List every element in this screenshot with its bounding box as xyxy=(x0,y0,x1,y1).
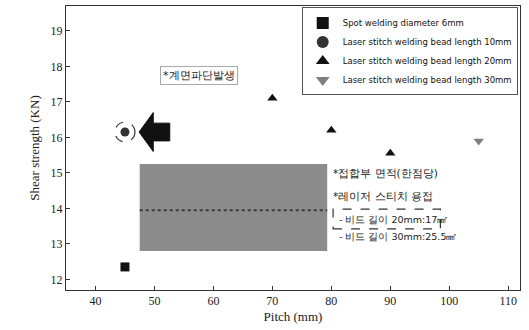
svg-text:Laser stitch welding bead leng: Laser stitch welding bead length 30mm xyxy=(343,75,512,85)
svg-text:12: 12 xyxy=(51,273,63,287)
svg-text:Laser stitch welding bead leng: Laser stitch welding bead length 20mm xyxy=(343,56,512,66)
svg-text:Shear strength (KN): Shear strength (KN) xyxy=(27,95,42,200)
svg-text:16: 16 xyxy=(51,131,63,145)
svg-text:110: 110 xyxy=(499,294,517,308)
svg-text:- 비드 길이 30mm:25.5㎟: - 비드 길이 30mm:25.5㎟ xyxy=(339,231,456,242)
svg-text:17: 17 xyxy=(51,95,63,109)
svg-text:40: 40 xyxy=(89,294,101,308)
svg-text:19: 19 xyxy=(51,24,63,38)
svg-text:15: 15 xyxy=(51,166,63,180)
svg-text:90: 90 xyxy=(384,294,396,308)
svg-text:*계면파단발생: *계면파단발생 xyxy=(163,69,235,82)
svg-text:80: 80 xyxy=(325,294,337,308)
svg-text:Pitch (mm): Pitch (mm) xyxy=(264,309,323,324)
svg-text:*레이저 스티치 용접: *레이저 스티치 용접 xyxy=(333,190,433,202)
svg-text:50: 50 xyxy=(148,294,160,308)
svg-text:- 비드 길이 20mm:17㎟: - 비드 길이 20mm:17㎟ xyxy=(339,214,447,225)
svg-text:*접합부 면적(한점당): *접합부 면적(한점당) xyxy=(333,167,438,179)
svg-text:Spot welding diameter 6mm: Spot welding diameter 6mm xyxy=(343,18,464,28)
svg-text:70: 70 xyxy=(266,294,278,308)
svg-text:13: 13 xyxy=(51,237,63,251)
svg-text:Laser stitch welding bead leng: Laser stitch welding bead length 10mm xyxy=(343,37,512,47)
svg-text:60: 60 xyxy=(207,294,219,308)
svg-text:18: 18 xyxy=(51,60,63,74)
svg-text:14: 14 xyxy=(51,202,63,216)
svg-text:100: 100 xyxy=(440,294,458,308)
